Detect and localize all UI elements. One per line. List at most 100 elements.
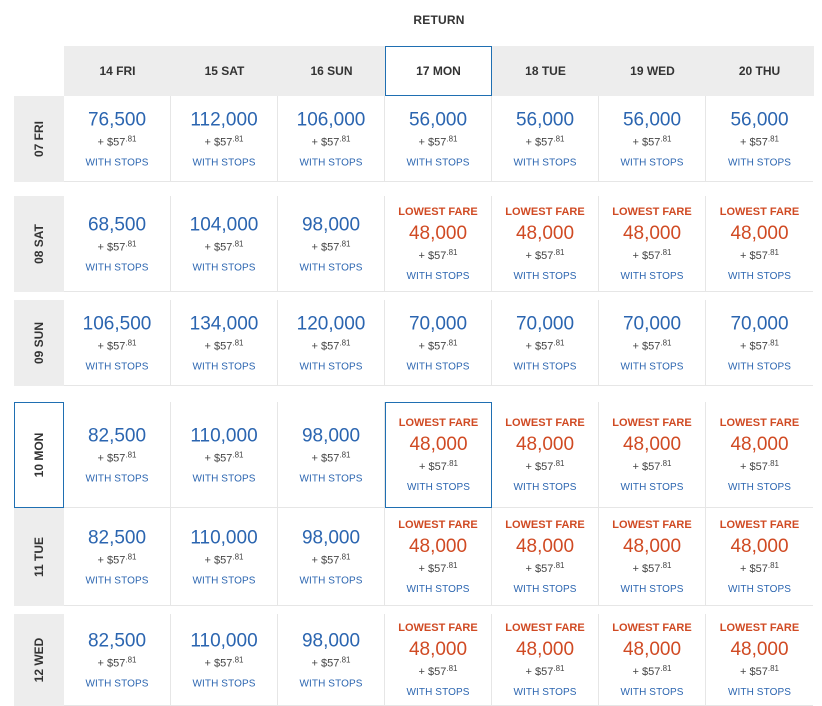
fare-cell[interactable]: 98,000 + $57.81 WITH STOPS — [278, 508, 385, 606]
return-date-header[interactable]: 15 SAT — [204, 64, 245, 78]
with-stops-link[interactable]: WITH STOPS — [85, 262, 149, 273]
fare-cell[interactable]: LOWEST FARE 48,000 + $57.81 WITH STOPS — [706, 614, 813, 706]
with-stops-link[interactable]: WITH STOPS — [85, 678, 149, 689]
fare-cell[interactable]: LOWEST FARE 48,000 + $57.81 WITH STOPS — [492, 402, 599, 508]
fare-cell[interactable]: 70,000 + $57.81 WITH STOPS — [706, 300, 813, 386]
with-stops-link[interactable]: WITH STOPS — [620, 157, 684, 168]
fare-cell[interactable]: 110,000 + $57.81 WITH STOPS — [171, 402, 278, 508]
depart-date-header[interactable]: 07 FRI — [14, 96, 64, 182]
fare-cell[interactable]: LOWEST FARE 48,000 + $57.81 WITH STOPS — [385, 508, 492, 606]
with-stops-link[interactable]: WITH STOPS — [299, 361, 363, 372]
return-date-header[interactable]: 20 THU — [738, 64, 781, 78]
with-stops-link[interactable]: WITH STOPS — [727, 157, 792, 168]
with-stops-link[interactable]: WITH STOPS — [192, 262, 256, 273]
with-stops-link[interactable]: WITH STOPS — [513, 686, 577, 698]
fare-cell[interactable]: LOWEST FARE 48,000 + $57.81 WITH STOPS — [492, 196, 599, 292]
with-stops-link[interactable]: WITH STOPS — [727, 686, 792, 698]
tax-amount: + $57.81 — [171, 132, 277, 149]
fare-cell[interactable]: LOWEST FARE 48,000 + $57.81 WITH STOPS — [599, 614, 706, 706]
with-stops-link[interactable]: WITH STOPS — [406, 361, 470, 372]
fare-cell[interactable]: 104,000 + $57.81 WITH STOPS — [171, 196, 278, 292]
with-stops-link[interactable]: WITH STOPS — [620, 481, 684, 493]
fare-cell[interactable]: 70,000 + $57.81 WITH STOPS — [492, 300, 599, 386]
with-stops-link[interactable]: WITH STOPS — [299, 157, 363, 168]
with-stops-link[interactable]: WITH STOPS — [299, 262, 363, 273]
fare-cell[interactable]: 98,000 + $57.81 WITH STOPS — [278, 402, 385, 508]
with-stops-link[interactable]: WITH STOPS — [513, 270, 577, 282]
return-date-header[interactable]: 14 FRI — [99, 64, 136, 78]
with-stops-link[interactable]: WITH STOPS — [85, 361, 149, 372]
fare-cell[interactable]: LOWEST FARE 48,000 + $57.81 WITH STOPS — [385, 614, 492, 706]
with-stops-link[interactable]: WITH STOPS — [406, 482, 471, 493]
depart-date-header[interactable]: 09 SUN — [14, 300, 64, 386]
with-stops-link[interactable]: WITH STOPS — [85, 473, 149, 484]
with-stops-link[interactable]: WITH STOPS — [727, 361, 792, 372]
fare-cell[interactable]: 82,500 + $57.81 WITH STOPS — [64, 614, 171, 706]
fare-cell[interactable]: 110,000 + $57.81 WITH STOPS — [171, 508, 278, 606]
fare-cell[interactable]: 70,000 + $57.81 WITH STOPS — [599, 300, 706, 386]
with-stops-link[interactable]: WITH STOPS — [192, 157, 256, 168]
with-stops-link[interactable]: WITH STOPS — [192, 361, 256, 372]
with-stops-link[interactable]: WITH STOPS — [299, 678, 363, 689]
fare-cell[interactable]: 56,000 + $57.81 WITH STOPS — [706, 96, 813, 182]
return-date-header[interactable]: 18 TUE — [525, 64, 566, 78]
fare-cell[interactable]: 82,500 + $57.81 WITH STOPS — [64, 508, 171, 606]
with-stops-link[interactable]: WITH STOPS — [727, 583, 792, 595]
with-stops-link[interactable]: WITH STOPS — [620, 686, 684, 698]
with-stops-link[interactable]: WITH STOPS — [513, 481, 577, 493]
fare-cell[interactable]: LOWEST FARE 48,000 + $57.81 WITH STOPS — [599, 508, 706, 606]
fare-cell[interactable]: 70,000 + $57.81 WITH STOPS — [385, 300, 492, 386]
fare-cell[interactable]: 134,000 + $57.81 WITH STOPS — [171, 300, 278, 386]
fare-cell[interactable]: LOWEST FARE 48,000 + $57.81 WITH STOPS — [492, 614, 599, 706]
fare-cell[interactable]: 56,000 + $57.81 WITH STOPS — [492, 96, 599, 182]
with-stops-link[interactable]: WITH STOPS — [192, 473, 256, 484]
with-stops-link[interactable]: WITH STOPS — [620, 583, 684, 595]
fare-cell[interactable]: 56,000 + $57.81 WITH STOPS — [385, 96, 492, 182]
with-stops-link[interactable]: WITH STOPS — [192, 678, 256, 689]
with-stops-link[interactable]: WITH STOPS — [192, 575, 256, 586]
with-stops-link[interactable]: WITH STOPS — [620, 361, 684, 372]
tax-amount: + $57.81 — [278, 132, 384, 149]
fare-cell[interactable]: 68,500 + $57.81 WITH STOPS — [64, 196, 171, 292]
fare-cell[interactable]: LOWEST FARE 48,000 + $57.81 WITH STOPS — [706, 402, 813, 508]
with-stops-link[interactable]: WITH STOPS — [513, 361, 577, 372]
fare-cell[interactable]: 76,500 + $57.81 WITH STOPS — [64, 96, 171, 182]
fare-cell[interactable]: 98,000 + $57.81 WITH STOPS — [278, 614, 385, 706]
with-stops-link[interactable]: WITH STOPS — [406, 157, 470, 168]
with-stops-link[interactable]: WITH STOPS — [299, 575, 363, 586]
depart-date-header[interactable]: 12 WED — [14, 614, 64, 706]
fare-cell[interactable]: 120,000 + $57.81 WITH STOPS — [278, 300, 385, 386]
return-date-header-selected[interactable]: 17 MON — [385, 46, 492, 96]
tax-dollars: + $57 — [525, 249, 554, 262]
fare-cell[interactable]: 98,000 + $57.81 WITH STOPS — [278, 196, 385, 292]
with-stops-link[interactable]: WITH STOPS — [513, 157, 577, 168]
fare-cell[interactable]: LOWEST FARE 48,000 + $57.81 WITH STOPS — [492, 508, 599, 606]
fare-cell[interactable]: 106,000 + $57.81 WITH STOPS — [278, 96, 385, 182]
with-stops-link[interactable]: WITH STOPS — [85, 157, 149, 168]
with-stops-link[interactable]: WITH STOPS — [406, 270, 470, 282]
return-date-header[interactable]: 16 SUN — [310, 64, 353, 78]
fare-cell[interactable]: LOWEST FARE 48,000 + $57.81 WITH STOPS — [706, 196, 813, 292]
with-stops-link[interactable]: WITH STOPS — [406, 686, 470, 698]
with-stops-link[interactable]: WITH STOPS — [406, 583, 470, 595]
depart-date-header[interactable]: 11 TUE — [14, 508, 64, 606]
fare-cell[interactable]: LOWEST FARE 48,000 + $57.81 WITH STOPS — [706, 508, 813, 606]
fare-cell[interactable]: 56,000 + $57.81 WITH STOPS — [599, 96, 706, 182]
fare-cell[interactable]: 112,000 + $57.81 WITH STOPS — [171, 96, 278, 182]
fare-cell-selected[interactable]: LOWEST FARE 48,000 + $57.81 WITH STOPS — [385, 402, 492, 508]
with-stops-link[interactable]: WITH STOPS — [299, 473, 363, 484]
fare-cell[interactable]: 110,000 + $57.81 WITH STOPS — [171, 614, 278, 706]
with-stops-link[interactable]: WITH STOPS — [513, 583, 577, 595]
fare-cell[interactable]: LOWEST FARE 48,000 + $57.81 WITH STOPS — [599, 402, 706, 508]
depart-date-header-selected[interactable]: 10 MON — [14, 402, 64, 508]
with-stops-link[interactable]: WITH STOPS — [620, 270, 684, 282]
with-stops-link[interactable]: WITH STOPS — [727, 270, 792, 282]
fare-cell[interactable]: 106,500 + $57.81 WITH STOPS — [64, 300, 171, 386]
depart-date-header[interactable]: 08 SAT — [14, 196, 64, 292]
fare-cell[interactable]: 82,500 + $57.81 WITH STOPS — [64, 402, 171, 508]
with-stops-link[interactable]: WITH STOPS — [727, 481, 792, 493]
with-stops-link[interactable]: WITH STOPS — [85, 575, 149, 586]
return-date-header[interactable]: 19 WED — [630, 64, 675, 78]
fare-cell[interactable]: LOWEST FARE 48,000 + $57.81 WITH STOPS — [385, 196, 492, 292]
fare-cell[interactable]: LOWEST FARE 48,000 + $57.81 WITH STOPS — [599, 196, 706, 292]
